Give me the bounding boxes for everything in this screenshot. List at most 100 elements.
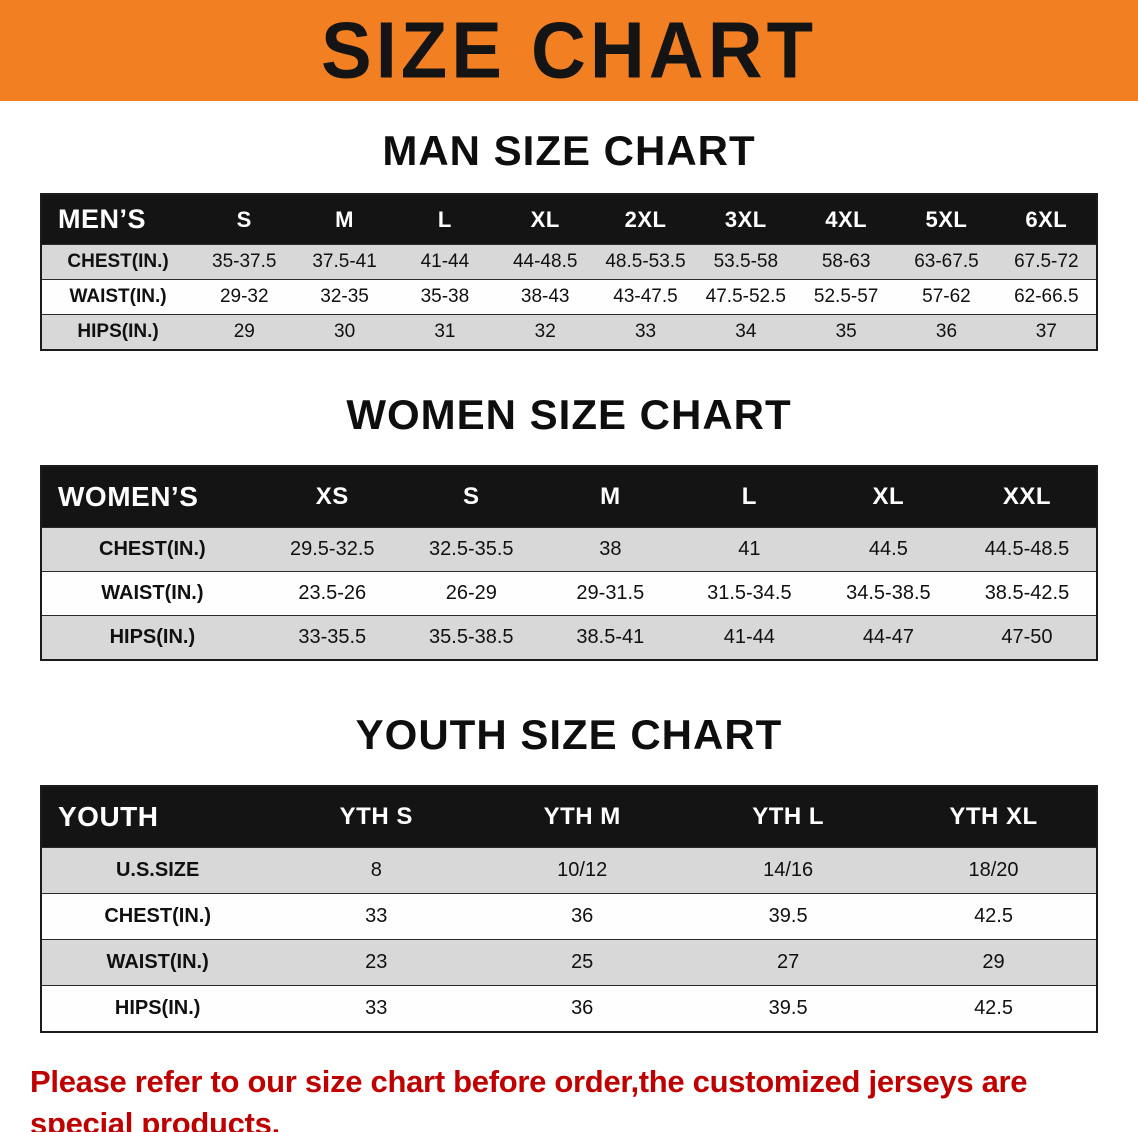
size-header-cell: YTH M [543,803,621,830]
value-cell: 29.5-32.5 [262,527,402,572]
value-cell: 43-47.5 [595,279,696,315]
women-size-table: WOMEN’S XS S M L XL XXL CHEST(IN.) 29.5-32.5 32.5… [40,465,1098,661]
value-cell: 38-43 [495,279,596,315]
row-label-cell: HIPS(IN.) [41,985,274,1032]
value-cell: 10/12 [479,847,686,894]
table-row: HIPS(IN.) 29 30 31 32 33 34 35 36 37 [41,314,1097,350]
value-cell: 41 [679,527,819,572]
value-cell: 29-32 [194,279,295,315]
value-cell: 8 [273,847,480,894]
value-cell: 37.5-41 [294,244,395,280]
table-title-cell: WOMEN’S [58,481,199,512]
value-cell: 37 [996,314,1097,350]
value-cell: 36 [896,314,997,350]
size-header-cell: M [600,483,621,510]
value-cell: 33 [595,314,696,350]
value-cell: 42.5 [891,893,1097,940]
size-header-cell: XL [872,483,905,510]
youth-section: YOUTH SIZE CHART YOUTH YTH S YTH M YTH L YTH… [0,711,1138,1033]
value-cell: 67.5-72 [996,244,1097,280]
row-label-cell: WAIST(IN.) [41,279,195,315]
value-cell: 23 [273,939,480,986]
value-cell: 63-67.5 [896,244,997,280]
row-label-cell: WAIST(IN.) [41,571,263,616]
value-cell: 36 [479,985,686,1032]
value-cell: 14/16 [685,847,892,894]
value-cell: 35 [795,314,897,350]
header-row: WOMEN’S XS S M L XL XXL [41,466,1097,528]
value-cell: 57-62 [896,279,997,315]
value-cell: 42.5 [891,985,1097,1032]
table-row: HIPS(IN.) 33-35.5 35.5-38.5 38.5-41 41-44 44-… [41,615,1097,660]
size-header-cell: 2XL [624,206,667,232]
value-cell: 29 [891,939,1097,986]
table-title-cell: MEN’S [58,204,147,234]
value-cell: 33-35.5 [262,615,402,660]
table-row: WAIST(IN.) 23 25 27 29 [41,939,1097,986]
table-row: CHEST(IN.) 33 36 39.5 42.5 [41,893,1097,940]
size-header-cell: S [236,206,252,232]
value-cell: 25 [479,939,686,986]
value-cell: 36 [479,893,686,940]
value-cell: 33 [273,893,480,940]
value-cell: 35-37.5 [194,244,295,280]
size-header-cell: XS [315,483,349,510]
value-cell: 44-47 [818,615,958,660]
value-cell: 34.5-38.5 [818,571,958,616]
youth-section-heading: YOUTH SIZE CHART [355,711,783,758]
value-cell: 38.5-42.5 [957,571,1097,616]
table-row: CHEST(IN.) 35-37.5 37.5-41 41-44 44-48.5 48.5… [41,244,1097,280]
row-label-cell: U.S.SIZE [41,847,274,894]
value-cell: 26-29 [401,571,541,616]
size-header-cell: M [335,206,354,232]
value-cell: 31.5-34.5 [679,571,819,616]
banner-title: SIZE CHART [321,5,817,95]
header-row: YOUTH YTH S YTH M YTH L YTH XL [41,786,1097,848]
disclaimer: Please refer to our size chart before or… [30,1061,1118,1132]
women-section-heading: WOMEN SIZE CHART [346,391,792,438]
row-label-cell: CHEST(IN.) [41,527,263,572]
table-row: CHEST(IN.) 29.5-32.5 32.5-35.5 38 41 44.5 44.5… [41,527,1097,572]
value-cell: 38 [540,527,680,572]
value-cell: 62-66.5 [996,279,1097,315]
row-label-cell: CHEST(IN.) [41,244,195,280]
value-cell: 41-44 [679,615,819,660]
value-cell: 29 [194,314,295,350]
value-cell: 39.5 [685,893,892,940]
value-cell: 31 [394,314,496,350]
value-cell: 30 [294,314,395,350]
size-header-cell: 4XL [825,206,868,232]
value-cell: 27 [685,939,892,986]
value-cell: 47-50 [957,615,1097,660]
value-cell: 35.5-38.5 [401,615,541,660]
size-chart-banner: SIZE CHART [0,0,1138,101]
value-cell: 18/20 [891,847,1097,894]
value-cell: 44-48.5 [495,244,596,280]
size-header-cell: YTH S [339,803,413,830]
size-header-cell: L [437,206,452,232]
size-header-cell: 6XL [1025,206,1068,232]
row-label-cell: HIPS(IN.) [41,615,263,660]
men-size-table: MEN’S S M L XL 2XL 3XL 4XL 5XL 6XL CHEST(IN.) 35-37… [40,193,1098,351]
value-cell: 44.5 [818,527,958,572]
value-cell: 32.5-35.5 [401,527,541,572]
size-header-cell: 5XL [925,206,968,232]
size-header-cell: L [741,483,757,510]
value-cell: 48.5-53.5 [595,244,696,280]
disclaimer-line-1: Please refer to our size chart before or… [30,1064,1028,1132]
table-row: U.S.SIZE 8 10/12 14/16 18/20 [41,847,1097,894]
size-header-cell: XL [530,206,560,232]
men-section: MAN SIZE CHART MEN’S S M L XL 2XL 3XL 4XL 5XL 6XL… [0,127,1138,351]
value-cell: 53.5-58 [695,244,796,280]
size-header-cell: S [463,483,480,510]
value-cell: 33 [273,985,480,1032]
table-row: HIPS(IN.) 33 36 39.5 42.5 [41,985,1097,1032]
size-header-cell: XXL [1002,483,1052,510]
value-cell: 39.5 [685,985,892,1032]
women-section: WOMEN SIZE CHART WOMEN’S XS S M L XL XXL CHEST(… [0,391,1138,661]
table-row: WAIST(IN.) 29-32 32-35 35-38 38-43 43-47.5 47.… [41,279,1097,315]
value-cell: 23.5-26 [262,571,402,616]
value-cell: 32-35 [294,279,395,315]
value-cell: 58-63 [795,244,897,280]
row-label-cell: HIPS(IN.) [41,314,195,350]
